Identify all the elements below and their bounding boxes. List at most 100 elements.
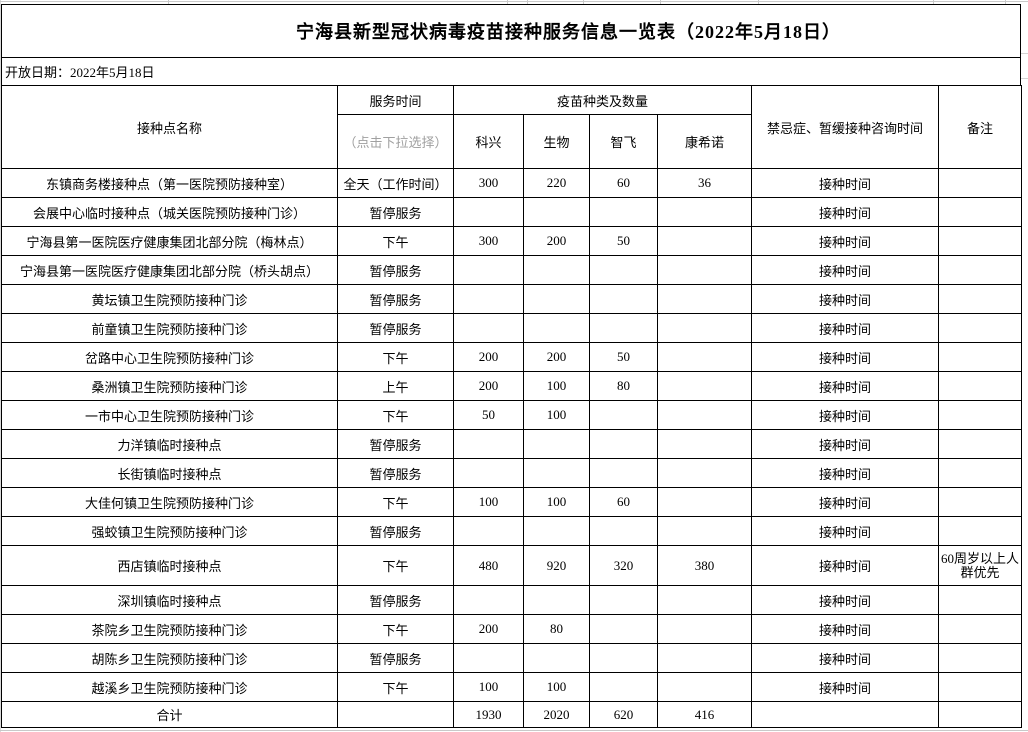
table-row: 大佳何镇卫生院预防接种门诊 下午 100 100 60 接种时间 bbox=[1, 487, 1023, 517]
consult-time-cell: 接种时间 bbox=[751, 429, 940, 459]
vaccine-count-zhifei-cell: 50 bbox=[589, 226, 658, 256]
remark-cell bbox=[938, 226, 1023, 256]
open-date-row: 开放日期：2022年5月18日 bbox=[1, 57, 1021, 86]
grid-tick bbox=[583, 0, 584, 4]
service-time-cell[interactable]: 下午 bbox=[337, 614, 454, 644]
vaccine-count-zhifei-cell bbox=[589, 197, 658, 227]
page-title: 宁海县新型冠状病毒疫苗接种服务信息一览表（2022年5月18日） bbox=[1, 4, 1021, 58]
consult-time-cell: 接种时间 bbox=[751, 168, 940, 198]
header-vaccine-shengwu: 生物 bbox=[523, 114, 590, 169]
service-time-cell[interactable]: 下午 bbox=[337, 342, 454, 372]
vaccine-count-zhifei-cell bbox=[589, 255, 658, 285]
table-row: 宁海县第一医院医疗健康集团北部分院（梅林点） 下午 300 200 50 接种时间 bbox=[1, 226, 1023, 256]
vaccine-count-zhifei-cell bbox=[589, 284, 658, 314]
vaccine-count-kexing-cell bbox=[453, 516, 524, 546]
left-edge-gridline bbox=[0, 0, 1, 732]
remark-cell bbox=[938, 672, 1023, 702]
remark-cell bbox=[938, 255, 1023, 285]
consult-time-cell: 接种时间 bbox=[751, 342, 940, 372]
table-row: 一市中心卫生院预防接种门诊 下午 50 100 接种时间 bbox=[1, 400, 1023, 430]
vaccine-count-kangxinuo-cell bbox=[656, 284, 753, 314]
vaccine-count-kexing-cell bbox=[453, 585, 524, 615]
service-time-cell bbox=[337, 701, 454, 728]
consult-time-cell: 接种时间 bbox=[751, 197, 940, 227]
vaccine-count-kexing-cell: 480 bbox=[453, 545, 524, 586]
vaccine-count-kexing-cell: 100 bbox=[453, 487, 524, 517]
consult-time-cell: 接种时间 bbox=[751, 516, 940, 546]
vaccine-count-kangxinuo-cell bbox=[656, 585, 753, 615]
vaccine-count-kangxinuo-cell bbox=[656, 429, 753, 459]
top-gridline bbox=[0, 1, 1028, 2]
site-name-cell: 会展中心临时接种点（城关医院预防接种门诊） bbox=[1, 197, 338, 227]
remark-cell bbox=[938, 643, 1023, 673]
consult-time-cell: 接种时间 bbox=[751, 284, 940, 314]
vaccine-info-table: 接种点名称 服务时间 疫苗种类及数量 禁忌症、暂缓接种咨询时间 备注 （点击下拉… bbox=[1, 85, 1023, 728]
vaccine-count-zhifei-cell: 60 bbox=[589, 487, 658, 517]
vaccine-count-zhifei-cell bbox=[589, 313, 658, 343]
vaccine-count-kangxinuo-cell bbox=[656, 371, 753, 401]
grid-tick bbox=[758, 0, 759, 4]
vaccine-count-kangxinuo-cell bbox=[656, 672, 753, 702]
header-consult-time: 禁忌症、暂缓接种咨询时间 bbox=[751, 85, 940, 169]
service-time-cell[interactable]: 暂停服务 bbox=[337, 313, 454, 343]
service-time-cell[interactable]: 下午 bbox=[337, 672, 454, 702]
service-time-cell[interactable]: 上午 bbox=[337, 371, 454, 401]
service-time-cell[interactable]: 暂停服务 bbox=[337, 284, 454, 314]
header-vaccine-kangxinuo: 康希诺 bbox=[656, 114, 753, 169]
service-time-cell[interactable]: 暂停服务 bbox=[337, 585, 454, 615]
site-name-cell: 越溪乡卫生院预防接种门诊 bbox=[1, 672, 338, 702]
header-service-hint: （点击下拉选择） bbox=[337, 114, 454, 169]
table-row: 力洋镇临时接种点 暂停服务 接种时间 bbox=[1, 429, 1023, 459]
service-time-cell[interactable]: 下午 bbox=[337, 400, 454, 430]
header-vaccine-kexing: 科兴 bbox=[453, 114, 524, 169]
grid-tick bbox=[507, 0, 508, 4]
vaccine-count-zhifei-cell: 80 bbox=[589, 371, 658, 401]
table-row: 茶院乡卫生院预防接种门诊 下午 200 80 接种时间 bbox=[1, 614, 1023, 644]
service-time-cell[interactable]: 下午 bbox=[337, 487, 454, 517]
consult-time-cell: 接种时间 bbox=[751, 585, 940, 615]
vaccine-count-kangxinuo-cell bbox=[656, 197, 753, 227]
site-name-cell: 胡陈乡卫生院预防接种门诊 bbox=[1, 643, 338, 673]
consult-time-cell: 接种时间 bbox=[751, 458, 940, 488]
service-time-cell[interactable]: 暂停服务 bbox=[337, 516, 454, 546]
consult-time-cell: 接种时间 bbox=[751, 614, 940, 644]
service-time-cell[interactable]: 暂停服务 bbox=[337, 429, 454, 459]
header-vaccine-group: 疫苗种类及数量 bbox=[452, 85, 753, 115]
total-row: 合计 1930 2020 620 416 bbox=[1, 701, 1023, 728]
vaccine-count-zhifei-cell bbox=[589, 614, 658, 644]
vaccine-count-kexing-cell: 100 bbox=[453, 672, 524, 702]
header-site: 接种点名称 bbox=[1, 85, 338, 169]
vaccine-count-kangxinuo-cell: 416 bbox=[656, 701, 753, 728]
table-row: 桑洲镇卫生院预防接种门诊 上午 200 100 80 接种时间 bbox=[1, 371, 1023, 401]
service-time-cell[interactable]: 暂停服务 bbox=[337, 458, 454, 488]
table-row: 前童镇卫生院预防接种门诊 暂停服务 接种时间 bbox=[1, 313, 1023, 343]
grid-tick bbox=[1005, 0, 1006, 4]
consult-time-cell: 接种时间 bbox=[751, 255, 940, 285]
vaccine-count-zhifei-cell bbox=[589, 643, 658, 673]
consult-time-cell: 接种时间 bbox=[751, 226, 940, 256]
remark-cell bbox=[938, 168, 1023, 198]
consult-time-cell: 接种时间 bbox=[751, 643, 940, 673]
vaccine-count-shengwu-cell: 80 bbox=[523, 614, 590, 644]
service-time-cell[interactable]: 全天（工作时间） bbox=[337, 168, 454, 198]
vaccine-count-kexing-cell bbox=[453, 197, 524, 227]
service-time-cell[interactable]: 暂停服务 bbox=[337, 197, 454, 227]
vaccine-count-shengwu-cell bbox=[523, 458, 590, 488]
vaccine-count-shengwu-cell: 100 bbox=[523, 371, 590, 401]
vaccine-count-kangxinuo-cell: 380 bbox=[656, 545, 753, 586]
service-time-cell[interactable]: 下午 bbox=[337, 545, 454, 586]
service-time-cell[interactable]: 暂停服务 bbox=[337, 643, 454, 673]
vaccine-count-kangxinuo-cell bbox=[656, 643, 753, 673]
service-time-cell[interactable]: 暂停服务 bbox=[337, 255, 454, 285]
site-name-cell: 一市中心卫生院预防接种门诊 bbox=[1, 400, 338, 430]
grid-tick bbox=[660, 0, 661, 4]
table-row: 东镇商务楼接种点（第一医院预防接种室） 全天（工作时间） 300 220 60 36 接种时… bbox=[1, 168, 1023, 198]
vaccine-count-shengwu-cell: 100 bbox=[523, 487, 590, 517]
table-row: 岔路中心卫生院预防接种门诊 下午 200 200 50 接种时间 bbox=[1, 342, 1023, 372]
service-time-cell[interactable]: 下午 bbox=[337, 226, 454, 256]
open-date-text: 开放日期：2022年5月18日 bbox=[5, 65, 155, 80]
vaccine-count-shengwu-cell bbox=[523, 585, 590, 615]
vaccine-count-kangxinuo-cell bbox=[656, 313, 753, 343]
consult-time-cell: 接种时间 bbox=[751, 371, 940, 401]
vaccine-count-shengwu-cell bbox=[523, 255, 590, 285]
